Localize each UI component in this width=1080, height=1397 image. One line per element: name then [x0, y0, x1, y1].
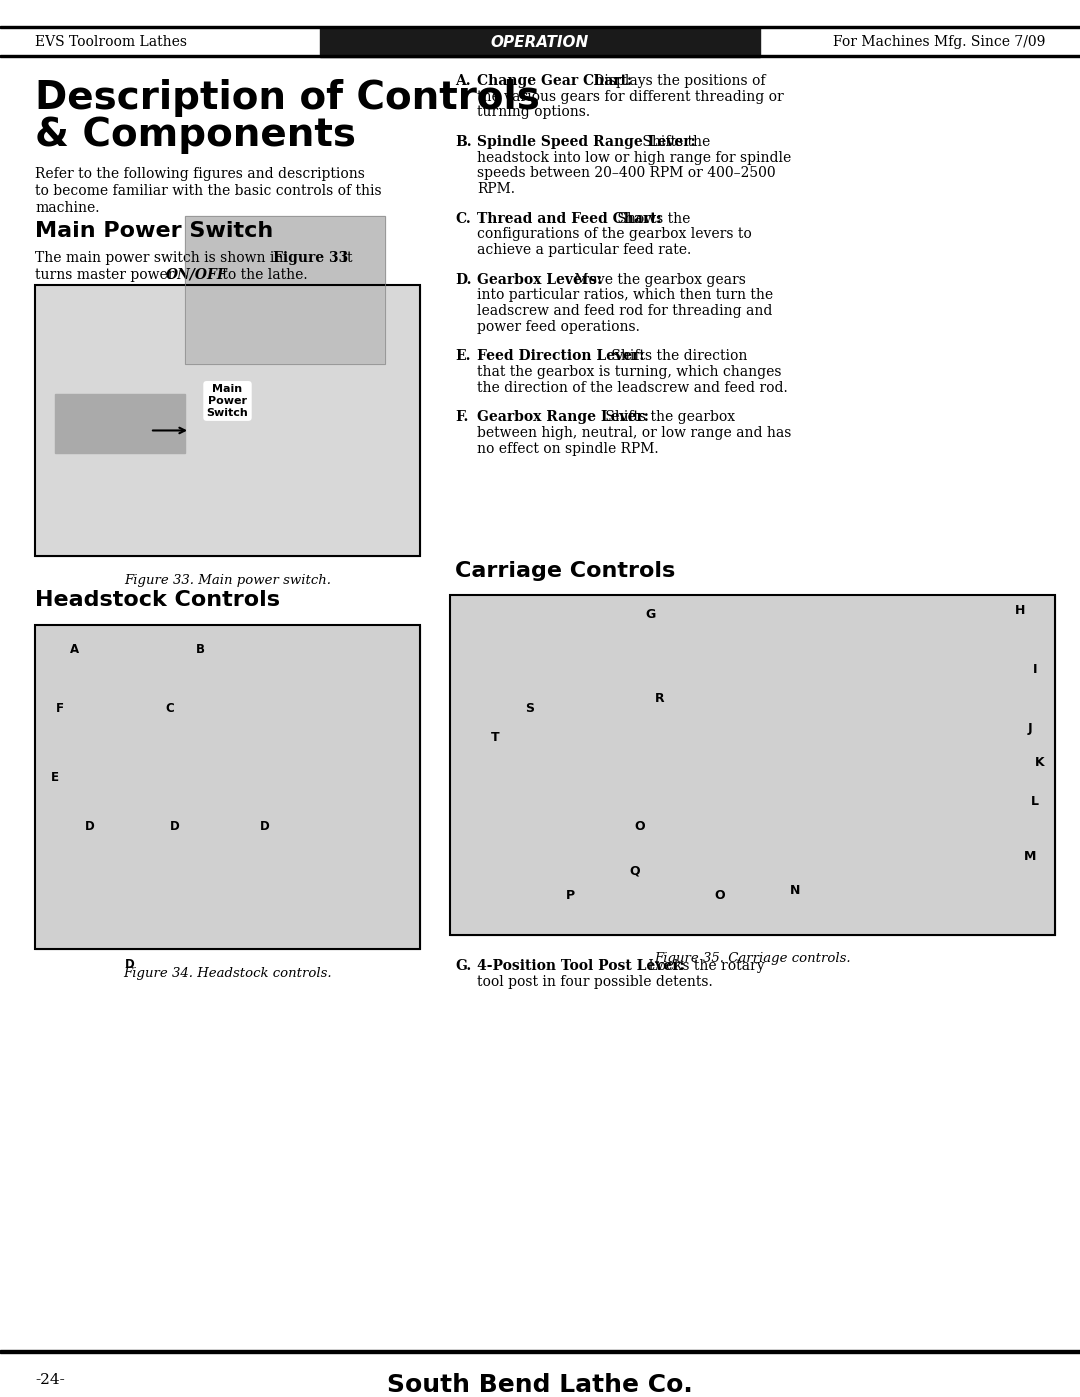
Text: OPERATION: OPERATION	[491, 35, 589, 50]
Text: For Machines Mfg. Since 7/09: For Machines Mfg. Since 7/09	[833, 35, 1045, 49]
Text: P: P	[566, 888, 575, 902]
Text: B.: B.	[455, 134, 472, 149]
Text: Figure 33: Figure 33	[273, 251, 348, 265]
Text: tool post in four possible detents.: tool post in four possible detents.	[477, 975, 713, 989]
Bar	[450, 595, 1055, 935]
Text: Q: Q	[630, 865, 640, 877]
Text: ON/OFF: ON/OFF	[166, 268, 228, 282]
Text: RPM.: RPM.	[477, 182, 515, 196]
Text: Thread and Feed Chart:: Thread and Feed Chart:	[477, 211, 662, 225]
Text: E.: E.	[455, 349, 471, 363]
Text: B: B	[195, 643, 204, 655]
Text: Refer to the following figures and descriptions: Refer to the following figures and descr…	[35, 168, 365, 182]
Bar	[320, 28, 760, 57]
Bar	[185, 217, 384, 365]
Text: South Bend Lathe Co.: South Bend Lathe Co.	[387, 1373, 693, 1397]
Text: Displays the positions of: Displays the positions of	[589, 74, 765, 88]
Text: T: T	[490, 732, 499, 745]
Text: Change Gear Chart:: Change Gear Chart:	[477, 74, 632, 88]
Text: achieve a particular feed rate.: achieve a particular feed rate.	[477, 243, 691, 257]
Text: configurations of the gearbox levers to: configurations of the gearbox levers to	[477, 228, 752, 242]
Text: O: O	[715, 888, 726, 902]
Text: Move the gearbox gears: Move the gearbox gears	[570, 272, 746, 286]
Text: M: M	[1024, 849, 1036, 862]
Text: power feed operations.: power feed operations.	[477, 320, 639, 334]
Text: E: E	[51, 771, 59, 784]
Text: Description of Controls: Description of Controls	[35, 78, 540, 117]
Text: Shifts the direction: Shifts the direction	[607, 349, 747, 363]
Text: turns master power: turns master power	[35, 268, 179, 282]
Text: C: C	[165, 701, 174, 715]
Bar	[35, 624, 420, 950]
Text: Shifts the gearbox: Shifts the gearbox	[600, 411, 735, 425]
Text: N: N	[789, 884, 800, 897]
Text: Main Power Switch: Main Power Switch	[35, 221, 273, 242]
Text: Locks the rotary: Locks the rotary	[645, 960, 765, 974]
Text: J: J	[1028, 722, 1032, 735]
Text: no effect on spindle RPM.: no effect on spindle RPM.	[477, 441, 659, 455]
Text: G.: G.	[455, 960, 471, 974]
Text: Gearbox Range Lever:: Gearbox Range Lever:	[477, 411, 649, 425]
Text: turning options.: turning options.	[477, 105, 590, 119]
Bar	[35, 624, 420, 950]
Text: F.: F.	[455, 411, 469, 425]
Text: 4-Position Tool Post Lever:: 4-Position Tool Post Lever:	[477, 960, 685, 974]
Text: F: F	[56, 701, 64, 715]
Text: D: D	[125, 958, 135, 971]
Text: Figure 35. Carriage controls.: Figure 35. Carriage controls.	[654, 953, 851, 965]
Text: Shifts the: Shifts the	[638, 134, 711, 149]
Text: D: D	[260, 820, 270, 833]
Text: Spindle Speed Range Lever:: Spindle Speed Range Lever:	[477, 134, 696, 149]
Text: A: A	[70, 643, 80, 655]
Text: -24-: -24-	[35, 1373, 65, 1387]
Bar	[0, 1350, 1080, 1352]
Text: Carriage Controls: Carriage Controls	[455, 560, 675, 581]
Bar	[0, 54, 1080, 57]
Text: O: O	[635, 820, 646, 833]
Text: D: D	[171, 820, 180, 833]
Bar	[35, 285, 420, 556]
Text: machine.: machine.	[35, 201, 99, 215]
Text: D.: D.	[455, 272, 472, 286]
Text: The main power switch is shown in: The main power switch is shown in	[35, 251, 287, 265]
Text: S: S	[526, 701, 535, 715]
Text: the direction of the leadscrew and feed rod.: the direction of the leadscrew and feed …	[477, 381, 787, 395]
Text: G: G	[645, 609, 656, 622]
Text: I: I	[1032, 662, 1037, 676]
Text: K: K	[1036, 756, 1044, 768]
Text: leadscrew and feed rod for threading and: leadscrew and feed rod for threading and	[477, 305, 772, 319]
Text: . It: . It	[333, 251, 352, 265]
Text: between high, neutral, or low range and has: between high, neutral, or low range and …	[477, 426, 792, 440]
Bar	[35, 285, 420, 556]
Text: to the lathe.: to the lathe.	[218, 268, 308, 282]
Bar	[450, 595, 1055, 935]
Text: Shows the: Shows the	[613, 211, 691, 225]
Text: the various gears for different threading or: the various gears for different threadin…	[477, 89, 784, 103]
Text: Figure 34. Headstock controls.: Figure 34. Headstock controls.	[123, 967, 332, 981]
Text: H: H	[1015, 604, 1025, 616]
Text: C.: C.	[455, 211, 471, 225]
Bar	[185, 217, 384, 365]
Text: headstock into low or high range for spindle: headstock into low or high range for spi…	[477, 151, 792, 165]
Text: Main
Power
Switch: Main Power Switch	[206, 384, 248, 418]
Text: D: D	[85, 820, 95, 833]
Text: Gearbox Levers:: Gearbox Levers:	[477, 272, 603, 286]
Text: that the gearbox is turning, which changes: that the gearbox is turning, which chang…	[477, 365, 782, 379]
Text: & Components: & Components	[35, 116, 356, 154]
Text: Feed Direction Lever:: Feed Direction Lever:	[477, 349, 645, 363]
Text: to become familiar with the basic controls of this: to become familiar with the basic contro…	[35, 184, 381, 198]
Text: R: R	[656, 692, 665, 705]
Text: A.: A.	[455, 74, 471, 88]
Text: into particular ratios, which then turn the: into particular ratios, which then turn …	[477, 288, 773, 302]
Text: Figure 33. Main power switch.: Figure 33. Main power switch.	[124, 574, 330, 587]
Bar	[0, 25, 1080, 28]
Text: Headstock Controls: Headstock Controls	[35, 591, 280, 610]
Text: EVS Toolroom Lathes: EVS Toolroom Lathes	[35, 35, 187, 49]
Bar	[55, 394, 185, 453]
Text: L: L	[1031, 795, 1039, 809]
Text: speeds between 20–400 RPM or 400–2500: speeds between 20–400 RPM or 400–2500	[477, 166, 775, 180]
